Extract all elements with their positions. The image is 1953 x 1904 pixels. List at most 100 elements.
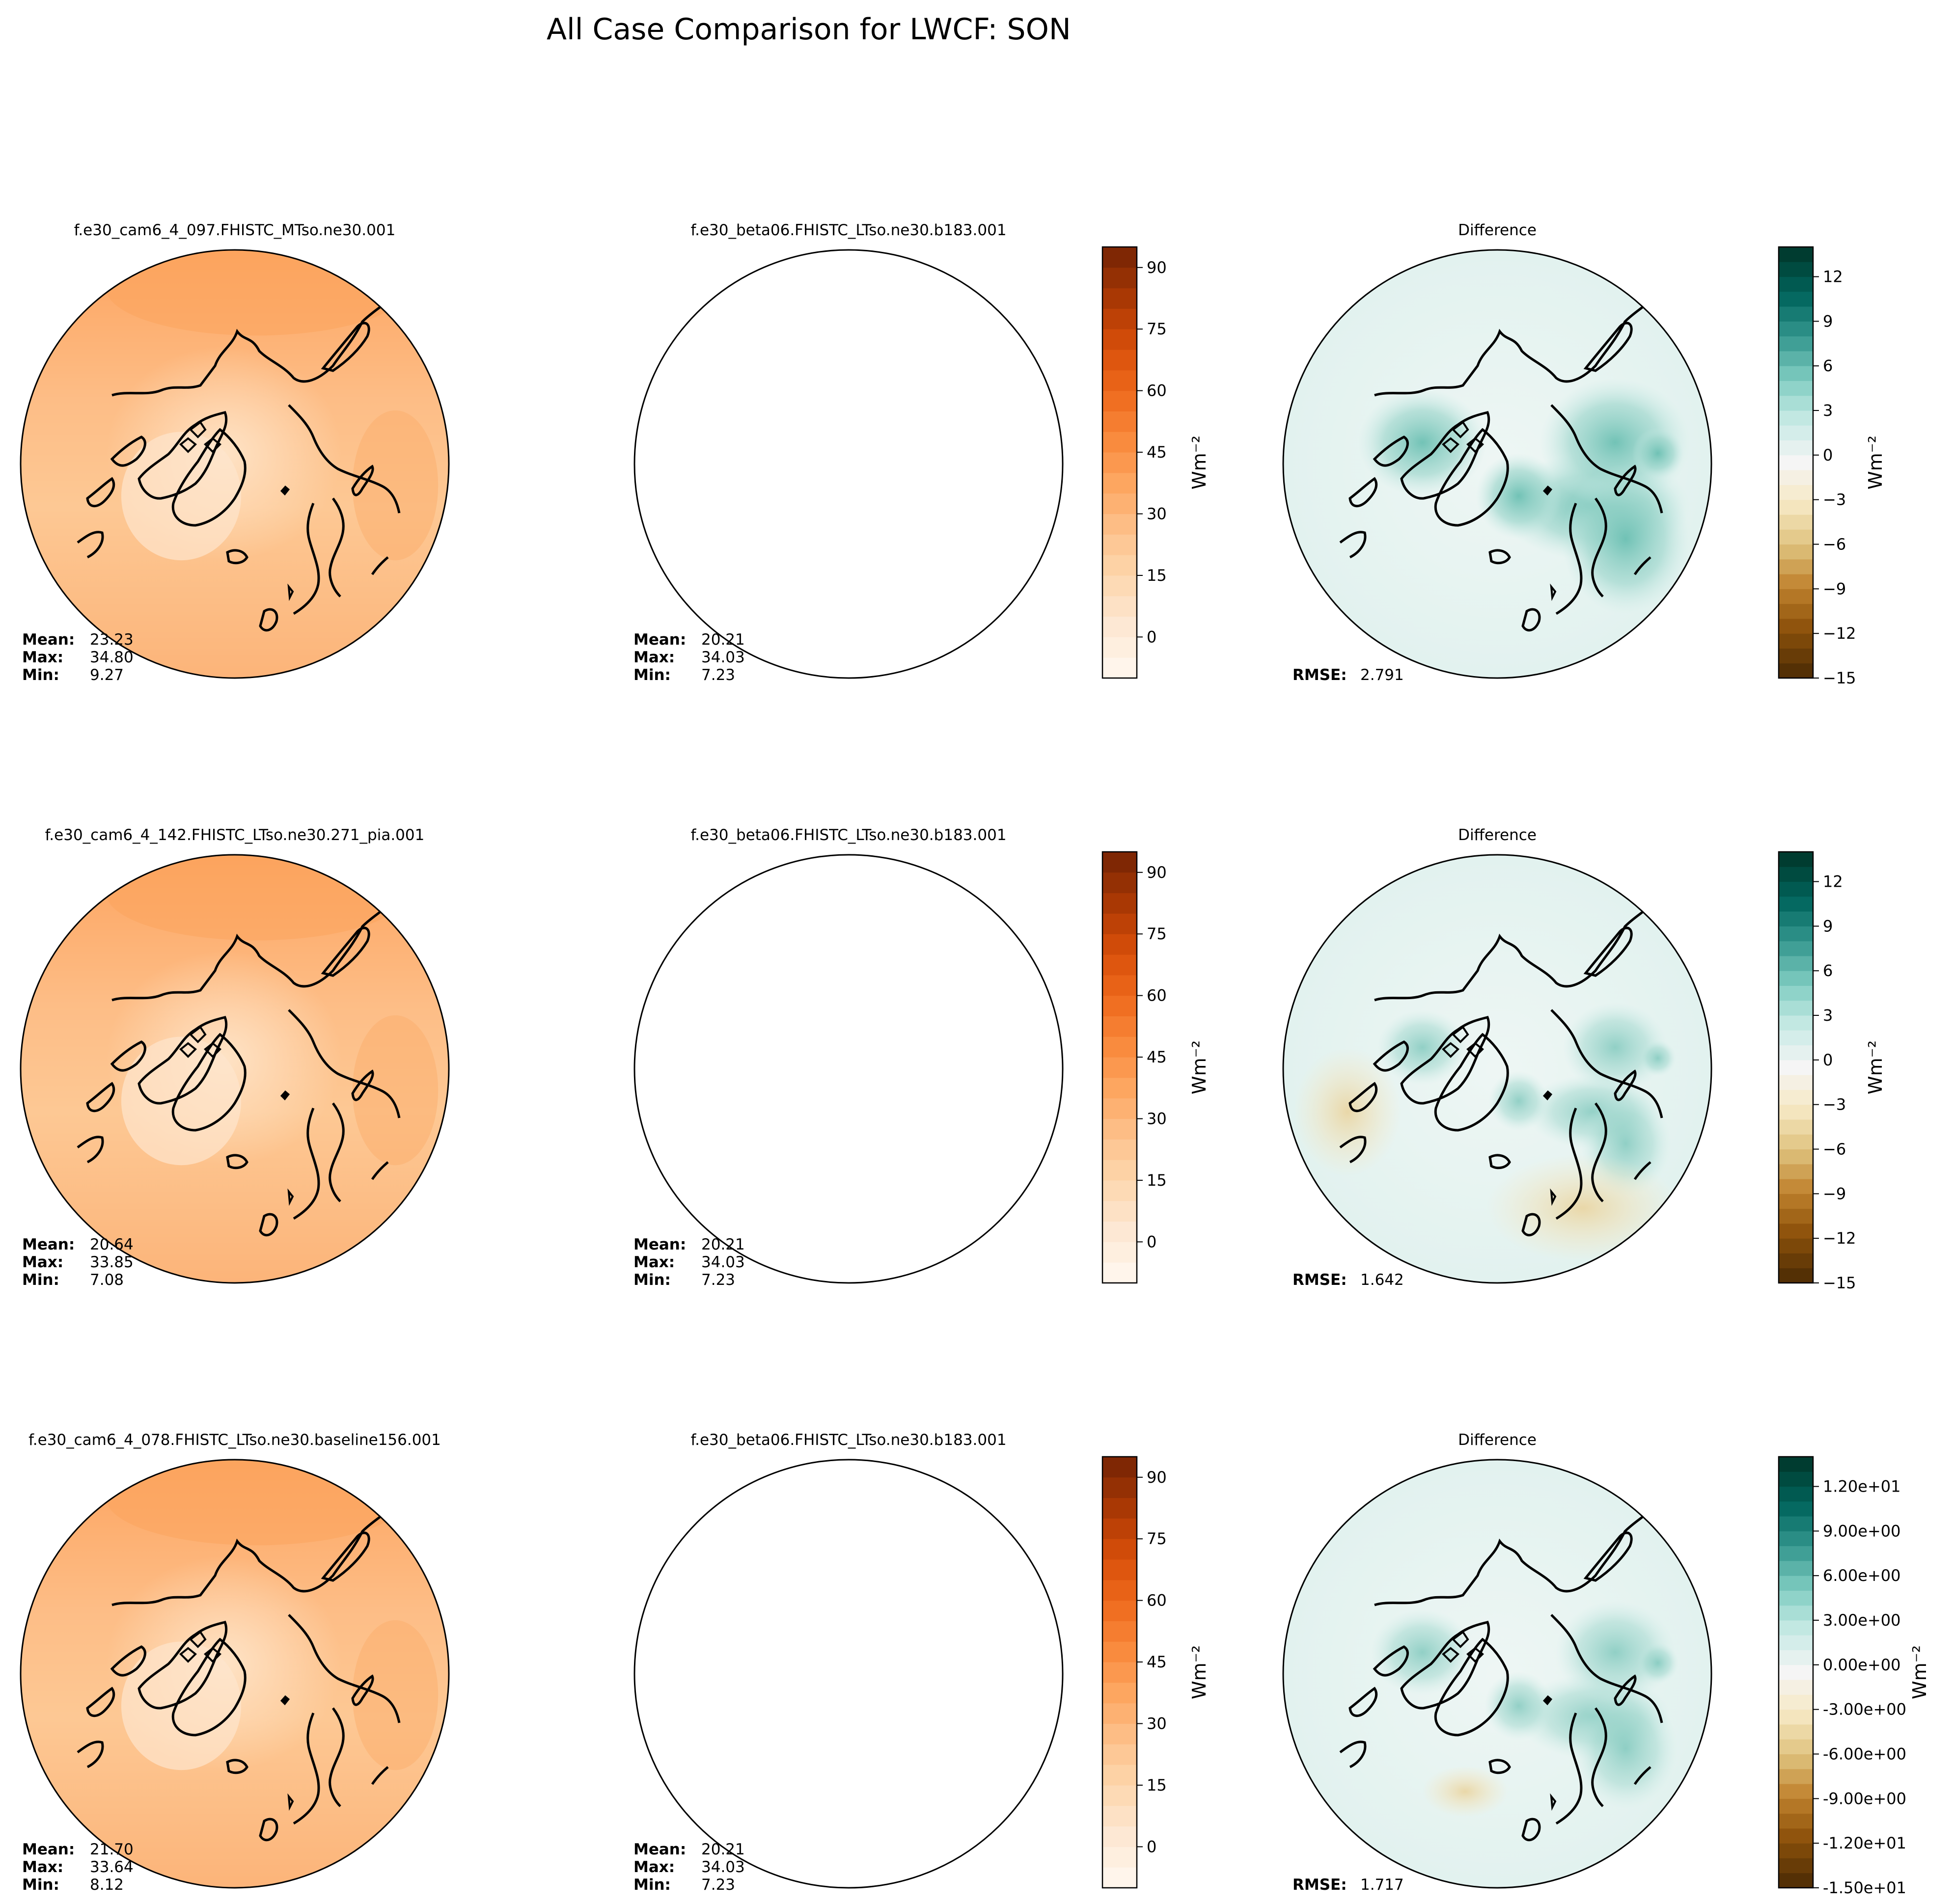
colorbar-tick-label: 12 (1823, 872, 1843, 891)
test-case-map: f.e30_cam6_4_142.FHISTC_LTso.ne30.271_pi… (20, 826, 450, 1289)
colorbar-tick-label: 45 (1147, 443, 1167, 462)
colorbar-tick-label: 15 (1147, 1776, 1167, 1795)
colorbar-tick-label: 90 (1147, 258, 1167, 277)
colorbar-tick-label: 15 (1147, 566, 1167, 585)
difference-title: Difference (1458, 826, 1537, 844)
panel-row-3: f.e30_cam6_4_078.FHISTC_LTso.ne30.baseli… (20, 1431, 1930, 1897)
colorbar-tick-label: -9.00e+00 (1823, 1789, 1906, 1808)
colorbar-tick-label: −3 (1823, 490, 1846, 509)
stat-value-rmse: 2.791 (1360, 666, 1404, 684)
stat-value-max: 33.64 (90, 1858, 134, 1876)
stat-label-mean: Mean: (22, 631, 75, 649)
coastline-lines (691, 902, 1013, 1235)
colorbar-tick-label: −9 (1823, 579, 1846, 598)
colorbar-tick-label: 30 (1147, 505, 1167, 523)
baseline-map: f.e30_beta06.FHISTC_LTso.ne30.b183.001 Me… (633, 221, 1064, 684)
stat-value-max: 34.03 (701, 649, 745, 666)
colorbar-tick-label: 75 (1147, 320, 1167, 338)
stat-label-min: Min: (22, 666, 59, 684)
field-colorbar: 90 75 60 45 30 15 0 Wm⁻² (1101, 1456, 1210, 1889)
test-case-title: f.e30_cam6_4_097.FHISTC_MTso.ne30.001 (74, 221, 396, 239)
field-colorbar: 90 75 60 45 30 15 0 Wm⁻² (1101, 851, 1210, 1284)
stat-value-mean: 20.21 (701, 631, 745, 649)
stat-label-max: Max: (22, 1253, 63, 1271)
colorbar-tick-label: 60 (1147, 986, 1167, 1005)
stat-value-rmse: 1.642 (1360, 1271, 1404, 1289)
colorbar-unit-label: Wm⁻² (1188, 435, 1210, 490)
stat-value-min: 7.23 (701, 1876, 735, 1894)
difference-colorbar: 1.20e+01 9.00e+00 6.00e+00 3.00e+00 0.00e+00… (1778, 1456, 1930, 1897)
colorbar-tick-label: 45 (1147, 1048, 1167, 1066)
stat-value-min: 8.12 (90, 1876, 124, 1894)
colorbar-unit-label: Wm⁻² (1865, 1040, 1886, 1094)
colorbar-tick-label: 12 (1823, 268, 1843, 286)
colorbar-tick-label: −15 (1823, 1274, 1856, 1292)
stat-label-rmse: RMSE: (1293, 1876, 1347, 1894)
stat-label-mean: Mean: (633, 631, 686, 649)
difference-map: Difference RMSE: 2.791 (1282, 221, 1712, 684)
stat-value-mean: 20.64 (90, 1236, 134, 1253)
baseline-map: f.e30_beta06.FHISTC_LTso.ne30.b183.001 Me… (633, 1431, 1064, 1894)
coastline-lines (691, 1507, 1013, 1840)
difference-title: Difference (1458, 221, 1537, 239)
colorbar-tick-label: 3 (1823, 401, 1833, 420)
stat-value-max: 34.80 (90, 649, 134, 666)
stat-label-min: Min: (633, 1271, 671, 1289)
stat-label-mean: Mean: (22, 1236, 75, 1253)
stat-label-max: Max: (633, 1858, 675, 1876)
colorbar-tick-label: 6 (1823, 356, 1833, 375)
stat-value-min: 7.23 (701, 666, 735, 684)
panel-row-1: f.e30_cam6_4_097.FHISTC_MTso.ne30.001 Mea… (20, 221, 1886, 687)
colorbar-tick-label: −3 (1823, 1095, 1846, 1114)
stat-value-min: 7.08 (90, 1271, 124, 1289)
colorbar-unit-label: Wm⁻² (1188, 1040, 1210, 1094)
stat-label-rmse: RMSE: (1293, 1271, 1347, 1289)
stat-value-mean: 20.21 (701, 1841, 745, 1858)
colorbar-tick-label: −12 (1823, 1229, 1856, 1248)
stat-value-mean: 20.21 (701, 1236, 745, 1253)
colorbar-tick-label: -3.00e+00 (1823, 1700, 1906, 1719)
colorbar-tick-label: 9 (1823, 917, 1833, 935)
stat-value-max: 33.85 (90, 1253, 134, 1271)
colorbar-tick-label: 45 (1147, 1653, 1167, 1671)
colorbar-tick-label: 30 (1147, 1714, 1167, 1733)
colorbar-unit-label: Wm⁻² (1909, 1645, 1930, 1699)
stat-value-mean: 21.70 (90, 1841, 134, 1858)
colorbar-tick-label: 15 (1147, 1171, 1167, 1190)
test-case-map: f.e30_cam6_4_078.FHISTC_LTso.ne30.baseli… (20, 1431, 450, 1894)
stat-label-max: Max: (22, 1858, 63, 1876)
difference-map: Difference RMSE: 1.642 (1282, 826, 1712, 1289)
colorbar-tick-label: 0 (1147, 627, 1156, 646)
baseline-map: f.e30_beta06.FHISTC_LTso.ne30.b183.001 Me… (633, 826, 1064, 1289)
stat-value-rmse: 1.717 (1360, 1876, 1404, 1894)
colorbar-tick-label: −9 (1823, 1184, 1846, 1203)
colorbar-tick-label: 90 (1147, 863, 1167, 882)
difference-colorbar: 12 9 6 3 0 −3 −6 −9 −12 −15 Wm⁻² (1778, 851, 1886, 1292)
stat-value-min: 7.23 (701, 1271, 735, 1289)
coastline-lines (691, 297, 1013, 630)
test-case-title: f.e30_cam6_4_078.FHISTC_LTso.ne30.baseli… (28, 1431, 441, 1449)
colorbar-tick-label: 0 (1823, 446, 1833, 464)
stat-value-max: 34.03 (701, 1253, 745, 1271)
stat-label-max: Max: (633, 649, 675, 666)
colorbar-unit-label: Wm⁻² (1865, 435, 1886, 490)
colorbar-tick-label: −6 (1823, 1140, 1846, 1159)
stat-label-max: Max: (22, 649, 63, 666)
colorbar-tick-label: −15 (1823, 669, 1856, 687)
colorbar-tick-label: -1.50e+01 (1823, 1878, 1906, 1897)
test-case-title: f.e30_cam6_4_142.FHISTC_LTso.ne30.271_pi… (45, 826, 425, 844)
figure-title: All Case Comparison for LWCF: SON (547, 12, 1071, 47)
stat-value-max: 34.03 (701, 1858, 745, 1876)
test-case-map: f.e30_cam6_4_097.FHISTC_MTso.ne30.001 Mea… (20, 221, 450, 684)
colorbar-tick-label: 3.00e+00 (1823, 1611, 1900, 1630)
stat-label-mean: Mean: (633, 1841, 686, 1858)
difference-title: Difference (1458, 1431, 1537, 1449)
stat-label-mean: Mean: (633, 1236, 686, 1253)
colorbar-tick-label: −12 (1823, 624, 1856, 643)
colorbar-tick-label: 6.00e+00 (1823, 1566, 1900, 1585)
colorbar-tick-label: 0 (1823, 1051, 1833, 1069)
stat-value-mean: 23.23 (90, 631, 134, 649)
stat-value-min: 9.27 (90, 666, 124, 684)
colorbar-tick-label: 9 (1823, 312, 1833, 330)
stat-label-rmse: RMSE: (1293, 666, 1347, 684)
